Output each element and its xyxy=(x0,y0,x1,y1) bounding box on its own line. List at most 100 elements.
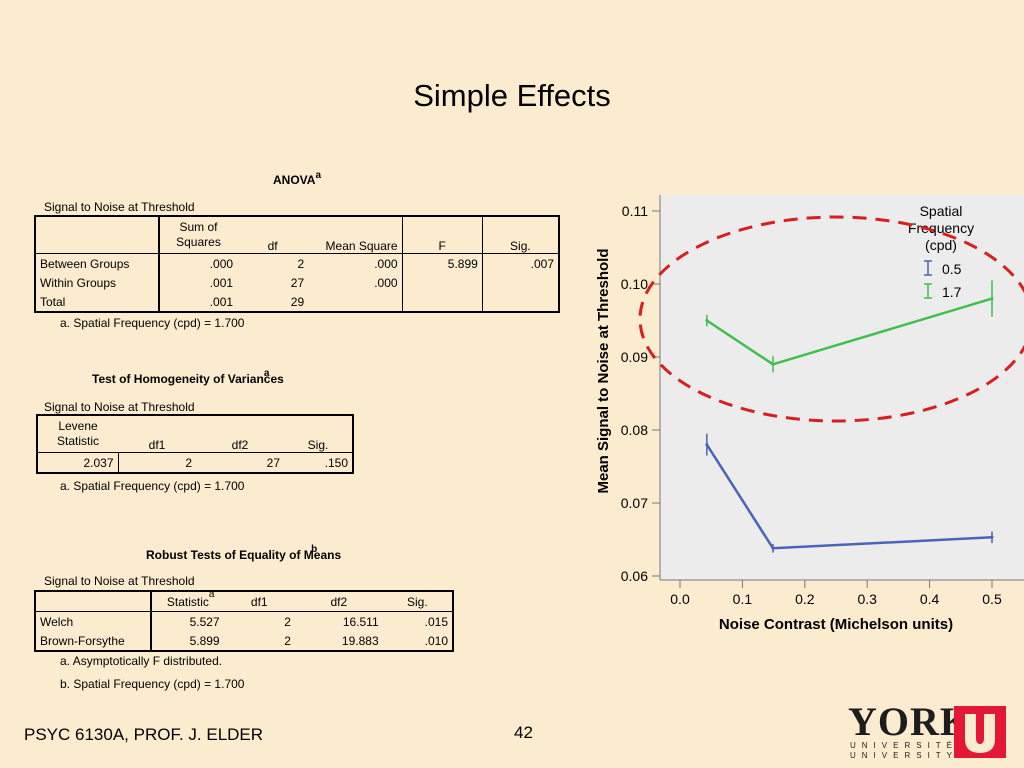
table-header-cell: Levene Statistic xyxy=(56,419,99,448)
table-header-cell: F xyxy=(402,216,483,254)
data-point xyxy=(990,297,994,301)
x-tick-label: 0.4 xyxy=(920,591,940,607)
slide-title: Simple Effects xyxy=(413,78,611,113)
table-cell: .150 xyxy=(324,455,348,470)
x-axis-label: Noise Contrast (Michelson units) xyxy=(719,616,953,633)
table-cell xyxy=(482,273,559,292)
data-point xyxy=(705,319,709,322)
line-chart: 0.06 0.07 0.08 0.09 0.10 0.11 0.0 0.1 0.2 0.3 0.4… xyxy=(595,195,1024,633)
table-cell: 2 xyxy=(284,614,291,629)
y-tick-label: 0.11 xyxy=(622,203,648,219)
table-cell: Total xyxy=(35,292,160,312)
y-tick-label: 0.09 xyxy=(621,349,648,365)
x-tick-label: 0.1 xyxy=(733,591,753,607)
table-cell: .000 xyxy=(308,273,403,292)
table-header-cell: df xyxy=(267,239,278,253)
table-header-cell: Statistic a xyxy=(166,589,215,609)
robust-title: Robust Tests of Equality of Means b xyxy=(146,544,342,562)
table-row: Within Groups .001 27 .000 xyxy=(35,273,559,292)
table-header-cell xyxy=(35,216,160,254)
x-tick-label: 0.2 xyxy=(795,591,815,607)
robust-footnote-a: a. Asymptotically F distributed. xyxy=(60,654,223,668)
data-point xyxy=(705,443,709,447)
y-tick-label: 0.10 xyxy=(621,276,648,292)
robust-dependent-variable: Signal to Noise at Threshold xyxy=(44,574,195,588)
table-cell: .000 xyxy=(308,253,403,273)
table-header-cell: df1 xyxy=(148,438,166,452)
table-cell: 2.037 xyxy=(37,452,119,473)
table-row: Brown-Forsythe 5.899 2 19.883 .010 xyxy=(35,631,453,651)
anova-table: Sum of Squares df Mean Square F Sig. Bet… xyxy=(34,215,560,313)
table-cell: 27 xyxy=(266,455,280,470)
levene-table: Levene Statistic df1 df2 Sig. 2.037 2 27… xyxy=(36,414,354,474)
table-cell: 2 xyxy=(185,455,192,470)
levene-title: Test of Homogeneity of Variances a xyxy=(92,368,284,386)
table-cell: 29 xyxy=(290,294,305,309)
y-tick-label: 0.08 xyxy=(621,422,648,438)
table-cell: 19.883 xyxy=(341,633,379,648)
robust-table: Statistic a df1 df2 Sig. Welch 5.527 2 16… xyxy=(34,589,454,652)
table-row: Between Groups .000 2 .000 5.899 .007 xyxy=(35,253,559,273)
table-cell: .015 xyxy=(424,614,448,629)
table-header-cell: df2 xyxy=(330,594,348,609)
data-point xyxy=(771,362,775,366)
data-point xyxy=(771,546,775,550)
table-cell xyxy=(402,292,483,312)
table-cell: Between Groups xyxy=(35,253,160,273)
x-tick-label: 0.3 xyxy=(857,591,877,607)
y-axis-label: Mean Signal to Noise at Threshold xyxy=(595,248,612,493)
york-u-icon xyxy=(954,706,1006,758)
anova-dependent-variable: Signal to Noise at Threshold xyxy=(44,200,195,214)
legend-title-line-2: Frequency xyxy=(908,220,974,236)
york-logo: YORK UNIVERSITÉ UNIVERSITY xyxy=(848,702,1018,762)
table-cell: 2 xyxy=(297,256,305,271)
table-header-cell: df2 xyxy=(231,438,249,452)
table-header-cell: Sig. xyxy=(406,594,428,609)
y-tick-label: 0.06 xyxy=(621,568,648,584)
table-cell xyxy=(402,273,483,292)
page-number: 42 xyxy=(514,723,533,742)
plot-area xyxy=(660,195,1024,580)
data-point xyxy=(990,535,994,539)
table-cell: 27 xyxy=(290,275,305,290)
logo-sub-french: UNIVERSITÉ xyxy=(850,741,959,750)
x-tick-label: 0.0 xyxy=(670,591,690,607)
table-header-cell: Sig. xyxy=(307,438,329,452)
legend-title-line-1: Spatial xyxy=(920,203,963,219)
table-cell: 16.511 xyxy=(342,614,379,629)
table-header-cell: df1 xyxy=(250,594,268,609)
table-header-cell: Mean Square xyxy=(308,216,403,254)
legend-label: 1.7 xyxy=(942,284,962,300)
table-header-row: Sum of Squares df Mean Square F Sig. xyxy=(35,216,559,254)
logo-wordmark: YORK xyxy=(848,699,972,744)
legend: Spatial Frequency (cpd) 0.5 1.7 xyxy=(908,203,974,300)
table-cell: .010 xyxy=(424,633,448,648)
table-header-row: Statistic a df1 df2 Sig. xyxy=(35,589,453,612)
table-cell: .001 xyxy=(209,294,234,309)
table-cell: Brown-Forsythe xyxy=(35,631,153,651)
x-tick-label: 0.5 xyxy=(982,591,1002,607)
levene-dependent-variable: Signal to Noise at Threshold xyxy=(44,400,195,414)
table-cell: 2 xyxy=(284,633,291,648)
table-row: Total .001 29 xyxy=(35,292,559,312)
table-header-cell xyxy=(35,591,153,612)
table-cell: .007 xyxy=(530,256,554,271)
legend-label: 0.5 xyxy=(942,261,962,277)
table-cell: .000 xyxy=(209,256,234,271)
table-cell: 5.527 xyxy=(189,614,220,629)
table-row: Welch 5.527 2 16.511 .015 xyxy=(35,611,453,631)
anova-title: ANOVA a xyxy=(273,170,322,187)
table-cell: 5.899 xyxy=(189,633,220,648)
robust-footnote-b: b. Spatial Frequency (cpd) = 1.700 xyxy=(60,677,245,691)
levene-footnote: a. Spatial Frequency (cpd) = 1.700 xyxy=(60,479,245,493)
footer-course: PSYC 6130A, PROF. J. ELDER xyxy=(24,725,264,744)
table-header-cell: Sig. xyxy=(510,239,531,253)
table-row: 2.037 2 27 .150 xyxy=(37,452,353,473)
legend-title-line-3: (cpd) xyxy=(925,237,957,253)
y-tick-label: 0.07 xyxy=(621,495,648,511)
table-header-cell: Sum of Squares xyxy=(176,220,221,249)
table-cell: .001 xyxy=(209,275,234,290)
highlight-ellipse xyxy=(638,215,1024,423)
logo-sub-english: UNIVERSITY xyxy=(850,751,959,760)
table-cell: Welch xyxy=(35,611,153,631)
